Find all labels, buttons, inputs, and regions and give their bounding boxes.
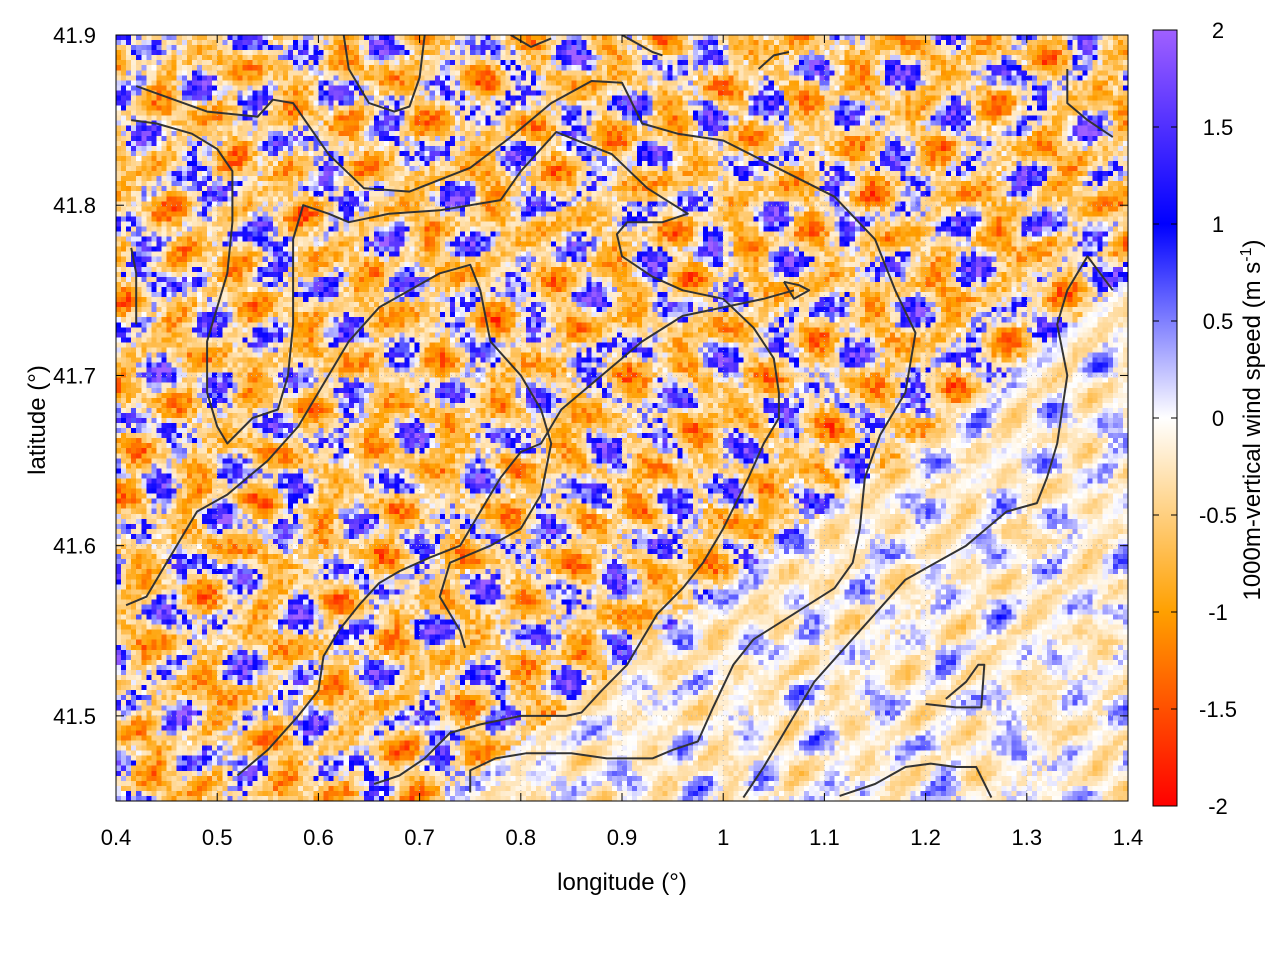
contour-line [757, 51, 790, 70]
vertical-wind-speed-field [116, 35, 1128, 801]
x-tick-label: 0.6 [303, 825, 334, 850]
contour-line [1066, 69, 1114, 138]
colorbar-tick-label: -0.5 [1199, 503, 1237, 528]
y-axis-title: latitude (°) [24, 365, 51, 475]
y-tick-label: 41.8 [53, 193, 96, 218]
colorbar: -2 -1.5 -1 -0.5 0 0.5 1 1.5 2 1000m-vertical win… [1152, 18, 1266, 819]
x-tick-label: 1 [717, 825, 729, 850]
x-axis: 0.4 0.5 0.6 0.7 0.8 0.9 1 1.1 1.2 1.3 1.4 [101, 35, 1144, 850]
colorbar-ticks: -2 -1.5 -1 -0.5 0 0.5 1 1.5 2 [1153, 18, 1237, 819]
x-tick-label: 1.4 [1113, 825, 1144, 850]
contour-line [130, 247, 138, 325]
y-tick-label: 41.6 [53, 534, 96, 559]
contour-line [925, 663, 986, 709]
colorbar-tick-label: 1.5 [1203, 115, 1234, 140]
contour-line [236, 289, 795, 777]
x-tick-label: 0.8 [506, 825, 537, 850]
y-axis: 41.5 41.6 41.7 41.8 41.9 [53, 23, 1128, 729]
colorbar-tick-label: -1 [1208, 600, 1228, 625]
y-tick-label: 41.9 [53, 23, 96, 48]
colorbar-title: 1000m-vertical wind speed (m s-1) [1238, 239, 1266, 600]
plot-area [115, 34, 1129, 802]
colorbar-tick-label: -2 [1208, 794, 1228, 819]
contour-line [131, 119, 780, 785]
contour-line [742, 255, 1114, 799]
contour-line [621, 35, 663, 57]
contour-line [783, 280, 811, 300]
colorbar-tick-label: 0.5 [1203, 309, 1234, 334]
colorbar-tick-label: 0 [1212, 406, 1224, 431]
contour-line [510, 35, 552, 48]
colorbar-tick-label: 2 [1212, 18, 1224, 43]
x-tick-label: 1.2 [910, 825, 941, 850]
x-tick-label: 1.1 [809, 825, 840, 850]
x-tick-label: 0.9 [607, 825, 638, 850]
y-tick-label: 41.5 [53, 704, 96, 729]
colorbar-tick-label: -1.5 [1199, 697, 1237, 722]
contour-line [125, 263, 553, 649]
x-tick-label: 0.4 [101, 825, 132, 850]
colorbar-tick-label: 1 [1212, 212, 1224, 237]
y-tick-label: 41.7 [53, 363, 96, 388]
x-tick-label: 1.3 [1012, 825, 1043, 850]
contour-line [342, 35, 426, 113]
x-tick-label: 0.5 [202, 825, 233, 850]
contour-line [135, 80, 917, 793]
x-tick-label: 0.7 [404, 825, 435, 850]
contour-lines [125, 35, 1114, 799]
x-axis-title: longitude (°) [557, 869, 687, 896]
contour-line [839, 762, 993, 799]
